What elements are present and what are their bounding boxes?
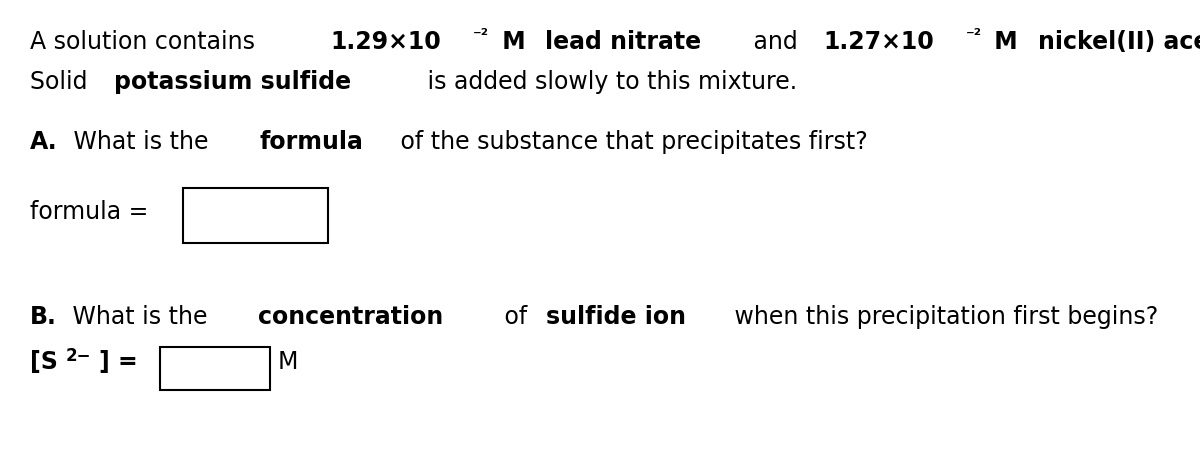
Text: M: M	[277, 349, 298, 373]
Text: What is the: What is the	[66, 130, 216, 154]
Text: and: and	[746, 30, 805, 54]
Text: 1.29×10: 1.29×10	[330, 30, 440, 54]
Text: Solid: Solid	[30, 70, 95, 94]
Text: A.: A.	[30, 130, 58, 154]
Text: lead nitrate: lead nitrate	[545, 30, 701, 54]
Text: ] =: ] =	[98, 349, 146, 373]
Text: 2−: 2−	[66, 346, 91, 364]
Text: formula: formula	[259, 130, 364, 154]
Text: ⁻²: ⁻²	[473, 27, 488, 45]
Text: ⁻²: ⁻²	[966, 27, 982, 45]
Text: nickel(II) acetate: nickel(II) acetate	[1038, 30, 1200, 54]
Text: What is the: What is the	[65, 304, 215, 328]
Text: 1.27×10: 1.27×10	[823, 30, 934, 54]
Text: is added slowly to this mixture.: is added slowly to this mixture.	[420, 70, 797, 94]
Text: when this precipitation first begins?: when this precipitation first begins?	[727, 304, 1158, 328]
Text: sulfide ion: sulfide ion	[546, 304, 686, 328]
Text: M: M	[986, 30, 1026, 54]
Text: potassium sulfide: potassium sulfide	[114, 70, 350, 94]
Text: A solution contains: A solution contains	[30, 30, 263, 54]
Text: concentration: concentration	[258, 304, 444, 328]
Text: B.: B.	[30, 304, 56, 328]
Text: of: of	[497, 304, 535, 328]
Text: [S: [S	[30, 349, 58, 373]
Text: M: M	[493, 30, 534, 54]
Text: of the substance that precipitates first?: of the substance that precipitates first…	[394, 130, 868, 154]
Text: formula =: formula =	[30, 200, 149, 224]
